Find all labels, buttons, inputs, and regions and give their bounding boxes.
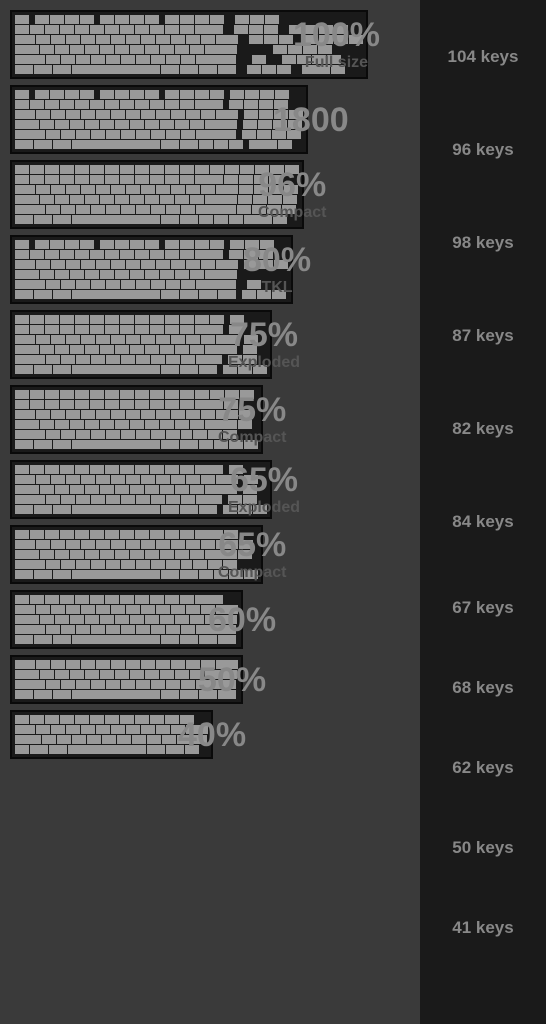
size-label-60: 60% [208,603,276,637]
size-label-tkl: 80% [243,243,311,277]
size-label-full-size: 100% [293,18,380,52]
sub-label-65-compact: Compact [218,564,286,582]
row-75-compact: 75% Compact [10,385,420,454]
sub-label-tkl: TKL [261,279,292,297]
size-label-50: 50% [198,663,266,697]
keyboard-1800 [10,85,308,154]
row-1800: 1800 [10,85,420,154]
size-label-75-exploded: 75% [230,318,298,352]
size-label-65-compact: 65% [218,528,286,562]
row-60: 60% [10,590,420,649]
sub-label-full-size: Full size [305,54,368,72]
size-label-40: 40% [178,718,246,752]
keycount-75-compact: 84 keys [420,475,546,568]
size-label-1800: 1800 [273,103,349,137]
row-65-exploded: 65% Exploded [10,460,420,519]
row-40: 40% [10,710,420,759]
sub-label-96-compact: Compact [258,204,326,222]
size-label-65-exploded: 65% [230,463,298,497]
size-label-75-compact: 75% [218,393,286,427]
keycount-75-exploded: 82 keys [420,382,546,475]
sub-label-75-exploded: Exploded [228,354,300,372]
row-full-size: 100% Full size [10,10,420,79]
keycount-60: 62 keys [420,728,546,808]
keycount-40: 41 keys [420,888,546,968]
size-label-96-compact: 96% [258,168,326,202]
row-75-exploded: 75% Exploded [10,310,420,379]
keycount-65-exploded: 67 keys [420,568,546,648]
sub-label-75-compact: Compact [218,429,286,447]
keycount-65-compact: 68 keys [420,648,546,728]
row-tkl: 80% TKL [10,235,420,304]
row-96-compact: 96% Compact [10,160,420,229]
keycount-96-compact: 98 keys [420,196,546,289]
sub-label-65-exploded: Exploded [228,499,300,517]
keycount-50: 50 keys [420,808,546,888]
keycount-full-size: 104 keys [420,10,546,103]
row-50: 50% [10,655,420,704]
row-65-compact: 65% Compact [10,525,420,584]
right-panel: 104 keys96 keys98 keys87 keys82 keys84 k… [420,0,546,1024]
keycount-1800: 96 keys [420,103,546,196]
keycount-tkl: 87 keys [420,289,546,382]
left-panel: 100% Full size 1800 96% Compact 80% TKL 75% Expl… [0,0,420,1024]
